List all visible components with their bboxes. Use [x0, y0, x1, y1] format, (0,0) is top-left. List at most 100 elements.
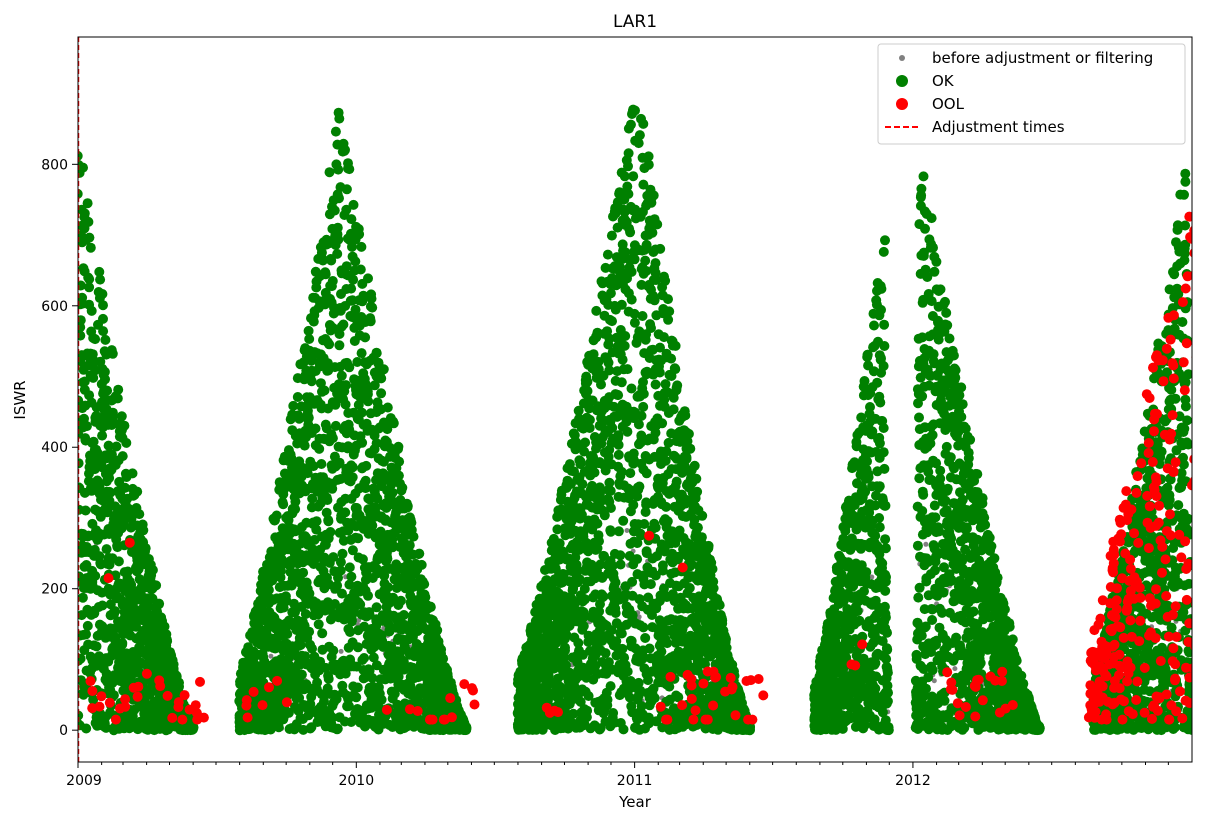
ok-point	[78, 280, 86, 291]
ok-point	[663, 314, 674, 325]
ok-point	[596, 379, 606, 390]
ok-point	[328, 323, 339, 334]
ok-point	[334, 193, 344, 204]
ok-point	[117, 451, 128, 462]
ok-point	[82, 620, 93, 631]
ok-point	[605, 681, 616, 692]
ok-point	[101, 722, 112, 733]
ok-point	[432, 625, 443, 636]
ok-point	[317, 628, 328, 639]
ok-point	[689, 460, 700, 471]
ok-point	[299, 440, 310, 451]
ok-point	[382, 553, 393, 564]
ok-point	[376, 373, 387, 384]
ok-point	[276, 566, 286, 576]
ok-point	[336, 370, 347, 381]
ok-point	[646, 323, 656, 333]
ok-point	[110, 606, 121, 617]
ok-point	[332, 580, 343, 591]
ok-point	[327, 433, 338, 444]
ok-point	[340, 144, 350, 155]
ok-point	[669, 363, 680, 374]
ok-point	[691, 473, 702, 484]
ok-point	[670, 340, 681, 351]
ok-point	[378, 364, 389, 375]
ok-point	[335, 557, 346, 568]
ok-point	[86, 305, 97, 316]
ok-point	[634, 130, 645, 141]
ok-point	[350, 304, 361, 315]
ok-point	[346, 616, 357, 627]
ok-point	[371, 602, 382, 613]
ok-point	[303, 412, 314, 423]
ok-point	[282, 629, 293, 639]
ok-point	[622, 426, 633, 437]
ok-point	[638, 118, 649, 129]
ok-point	[598, 591, 609, 602]
ok-point	[623, 148, 634, 159]
grey-point	[268, 653, 274, 659]
ok-point	[303, 325, 314, 336]
ok-point	[618, 724, 629, 735]
ok-point	[350, 256, 361, 267]
ok-point	[91, 641, 102, 652]
ok-point	[88, 694, 99, 705]
ok-point	[104, 473, 115, 483]
ok-point	[356, 241, 367, 252]
ok-point	[107, 407, 118, 418]
ok-point	[613, 439, 624, 450]
ok-point	[138, 525, 149, 536]
ok-point	[692, 522, 703, 533]
ok-point	[632, 554, 643, 565]
ok-point	[313, 619, 324, 630]
ok-point	[346, 283, 357, 294]
ok-point	[329, 599, 340, 609]
ok-point	[281, 595, 292, 606]
ok-point	[662, 638, 673, 649]
ok-point	[388, 418, 399, 429]
ok-point	[298, 567, 309, 578]
ok-point	[174, 681, 184, 692]
ok-point	[640, 334, 651, 345]
ok-point	[127, 468, 138, 479]
ok-point	[608, 708, 619, 718]
ok-point	[357, 554, 368, 565]
ok-point	[332, 248, 343, 259]
ok-point	[356, 407, 367, 418]
ok-point	[311, 524, 322, 535]
ok-point	[352, 357, 363, 367]
ok-point	[637, 311, 648, 321]
ok-point	[622, 364, 633, 375]
ok-point	[615, 559, 626, 570]
ok-point	[292, 392, 303, 402]
ok-point	[383, 582, 394, 593]
ok-point	[321, 507, 332, 518]
ok-point	[84, 282, 95, 293]
ok-point	[320, 662, 331, 673]
ok-point	[330, 126, 341, 137]
ok-point	[341, 204, 352, 215]
ok-point	[102, 504, 113, 515]
ok-point	[337, 548, 348, 559]
ok-point	[355, 599, 366, 610]
ok-point	[100, 334, 111, 345]
ok-point	[362, 386, 373, 397]
ok-point	[306, 376, 317, 387]
ok-point	[307, 493, 318, 504]
ok-point	[645, 579, 656, 590]
ok-point	[616, 377, 627, 388]
ok-point	[395, 595, 406, 606]
ok-point	[369, 380, 380, 391]
ok-point	[617, 354, 628, 365]
ok-point	[98, 326, 109, 337]
ok-point	[294, 413, 305, 424]
ok-point	[334, 340, 345, 351]
ok-point	[629, 254, 640, 265]
ok-point	[605, 503, 616, 513]
ok-point	[616, 628, 627, 639]
ok-point	[625, 227, 636, 238]
ok-point	[438, 653, 449, 664]
ok-point	[668, 404, 679, 415]
ok-point	[575, 456, 586, 467]
